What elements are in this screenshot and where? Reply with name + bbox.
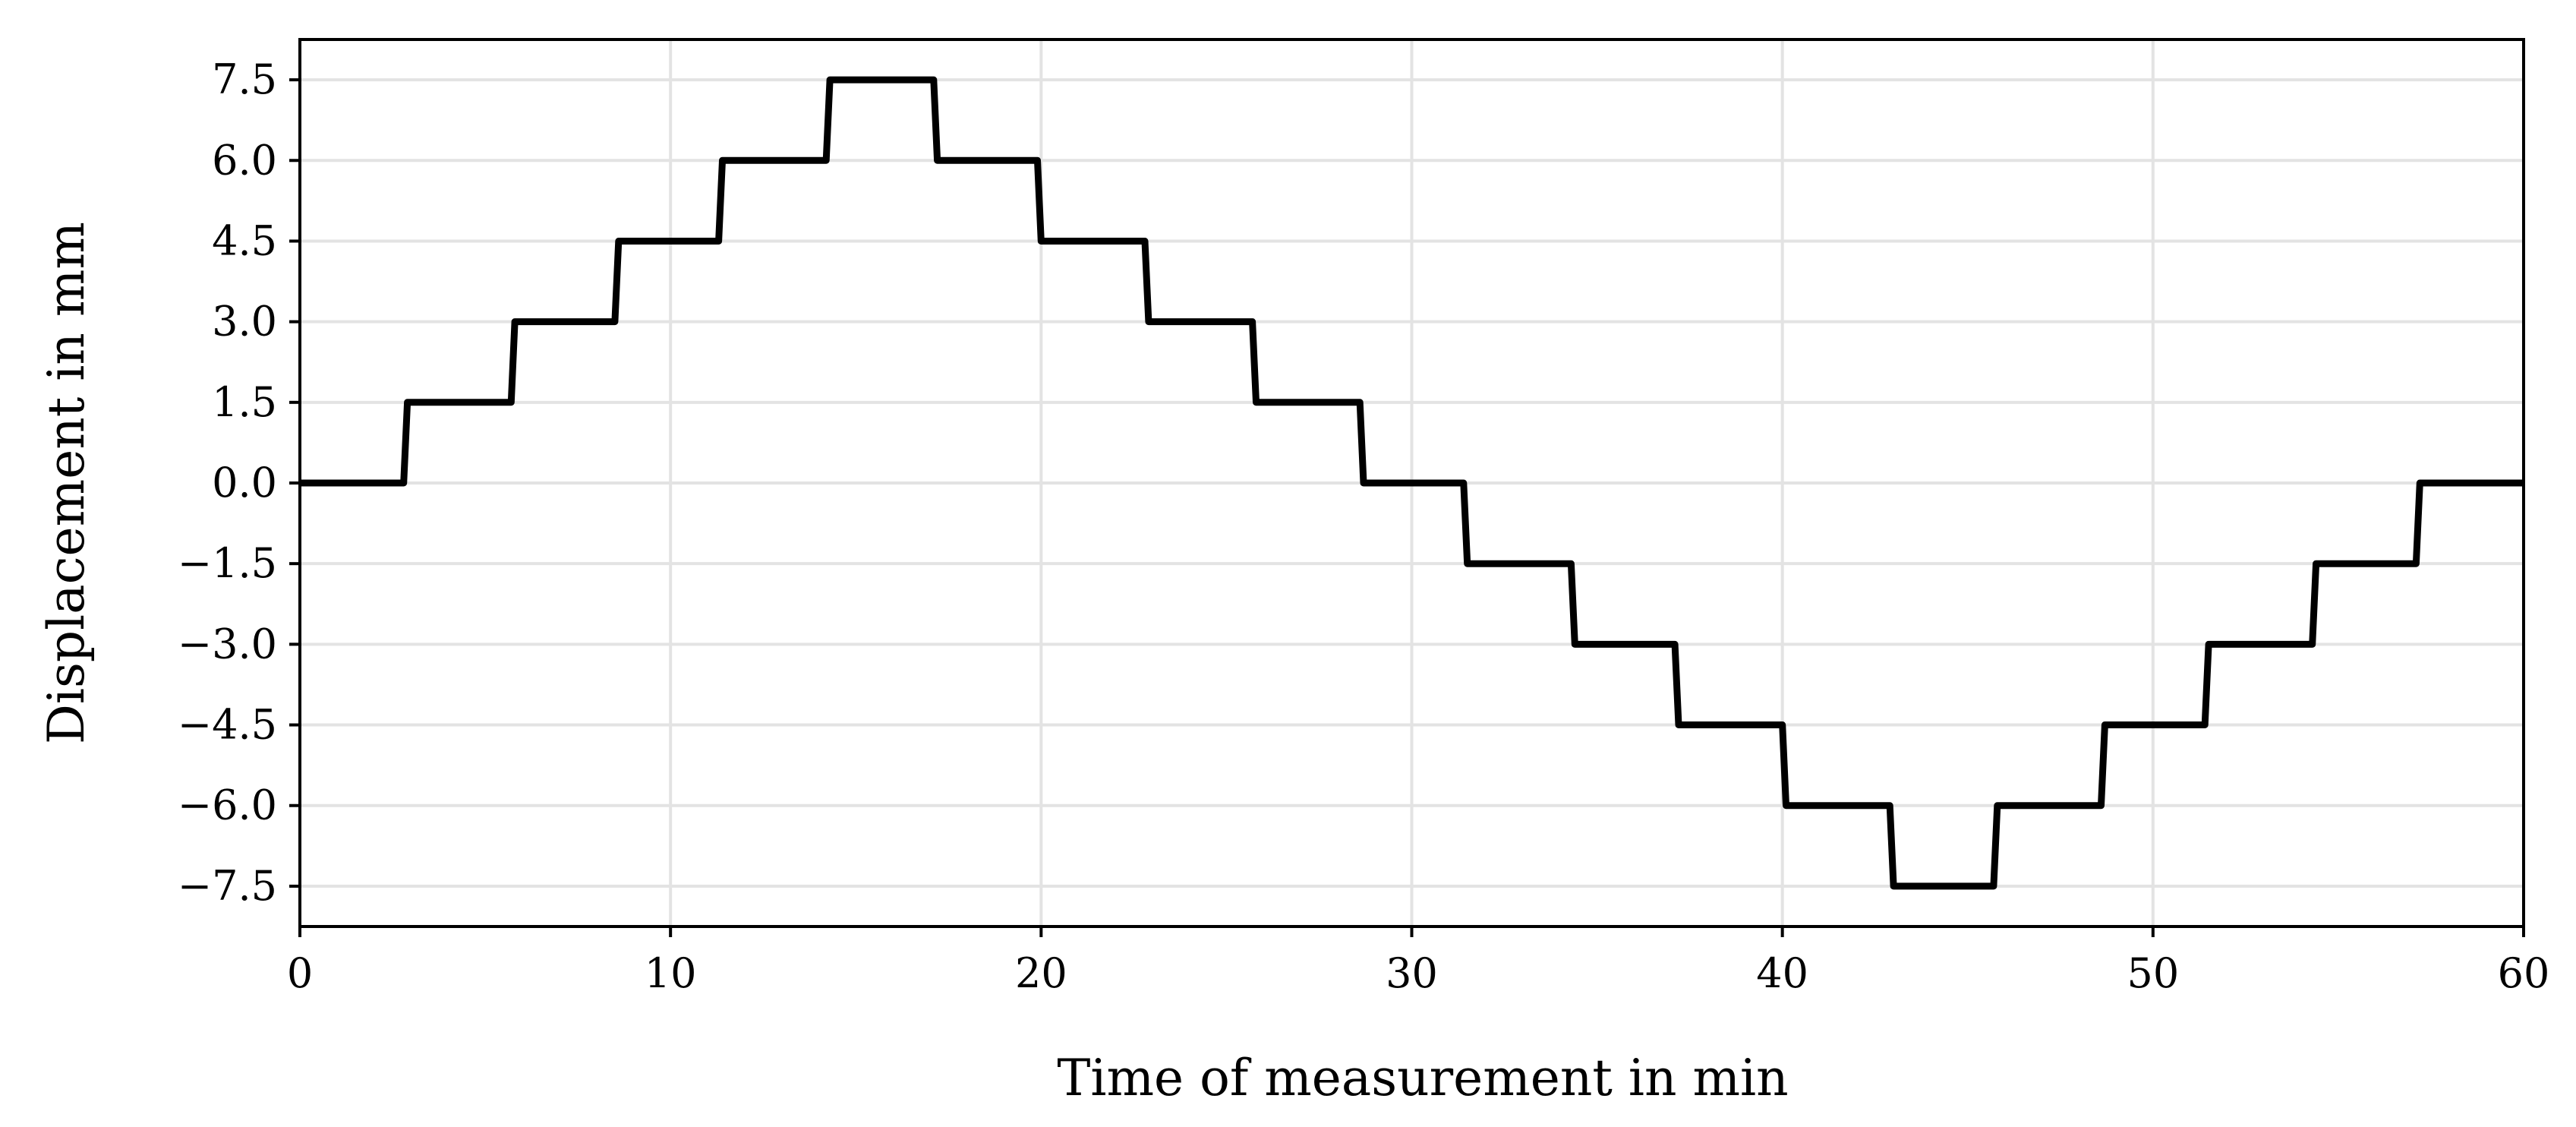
x-tick-label: 0 xyxy=(287,949,313,997)
x-tick-label: 50 xyxy=(2127,949,2179,997)
x-tick-label: 60 xyxy=(2498,949,2550,997)
y-tick-label: 3.0 xyxy=(212,298,277,346)
y-tick-label: −1.5 xyxy=(178,539,277,587)
y-tick-label: −4.5 xyxy=(178,701,277,749)
x-tick-label: 20 xyxy=(1015,949,1067,997)
y-tick-label: 1.5 xyxy=(212,378,277,426)
y-tick-label: −7.5 xyxy=(178,862,277,910)
x-tick-label: 10 xyxy=(645,949,697,997)
series-line xyxy=(300,76,2524,890)
x-axis-label: Time of measurement in min xyxy=(1057,1049,1788,1107)
y-tick-label: −3.0 xyxy=(178,620,277,668)
series-layer xyxy=(300,76,2524,890)
x-tick-label: 30 xyxy=(1386,949,1438,997)
y-tick-label: 0.0 xyxy=(212,459,277,507)
x-tick-label: 40 xyxy=(1756,949,1808,997)
y-axis-label: Displacement in mm xyxy=(37,222,96,744)
ticks: 0 10 20 30 40 50 60 7.5 6.0 4.5 3.0 1.5 0.0 −1.5 −3.0 −… xyxy=(178,55,2549,997)
y-tick-label: 6.0 xyxy=(212,136,277,184)
y-tick-label: 4.5 xyxy=(212,216,277,264)
y-tick-label: 7.5 xyxy=(212,55,277,103)
y-tick-label: −6.0 xyxy=(178,781,277,829)
